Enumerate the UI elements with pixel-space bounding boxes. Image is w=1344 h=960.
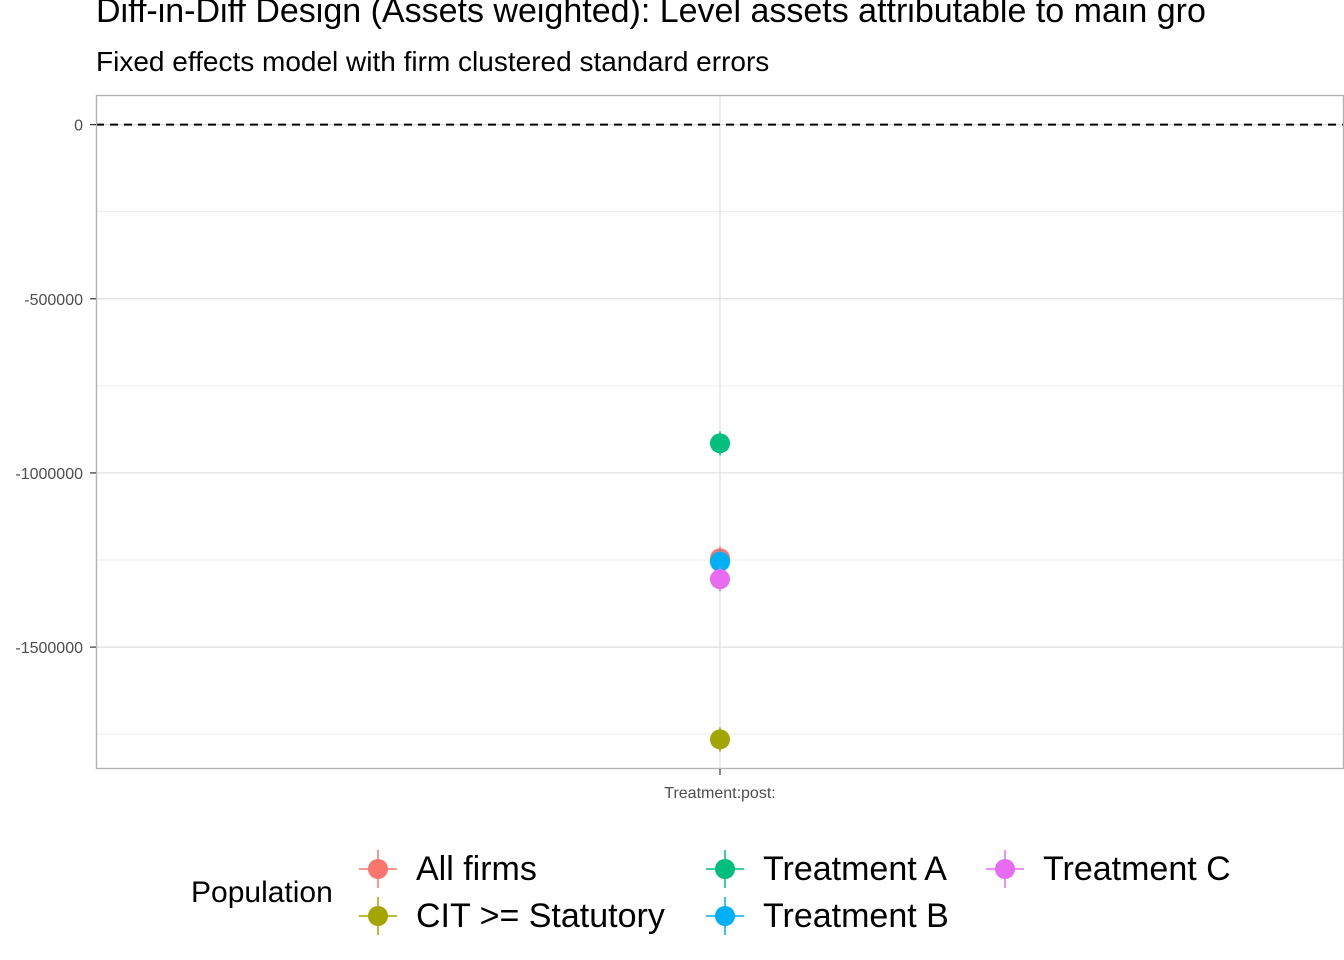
data-point-treatment-a (710, 433, 730, 454)
legend-key-all-firms (359, 850, 397, 888)
legend-label-treatment-a: Treatment A (763, 849, 947, 888)
chart-title: Diff-in-Diff Design (Assets weighted): L… (96, 0, 1206, 30)
y-tick-label: -1500000 (15, 640, 83, 657)
legend-key-treatment-c (986, 850, 1024, 888)
legend-item-treatment-a: Treatment A (705, 849, 947, 889)
legend-item-treatment-b: Treatment B (705, 896, 949, 936)
y-tick-label: -500000 (24, 292, 83, 309)
legend-key-treatment-b (706, 897, 744, 935)
legend-key-dot (715, 906, 735, 926)
data-point-treatment-b (710, 551, 730, 572)
legend-item-all-firms: All firms (358, 849, 537, 889)
data-points (710, 431, 730, 752)
x-axis-ticks: Treatment:post: (664, 769, 776, 802)
legend-key-dot (715, 859, 735, 879)
legend-item-cit-statutory: CIT >= Statutory (358, 896, 665, 936)
legend-label-treatment-b: Treatment B (763, 896, 949, 935)
legend-item-treatment-c: Treatment C (985, 849, 1231, 889)
chart-subtitle: Fixed effects model with firm clustered … (96, 46, 770, 77)
legend-label-all-firms: All firms (416, 849, 537, 888)
y-tick-label: 0 (74, 118, 83, 135)
legend-label-treatment-c: Treatment C (1043, 849, 1231, 888)
y-axis-ticks: 0 -500000 -1000000 -1500000 (15, 118, 96, 657)
y-tick-label: -1000000 (15, 466, 83, 483)
legend-key-dot (368, 906, 388, 926)
x-tick-label: Treatment:post: (664, 785, 775, 802)
legend-title: Population (191, 876, 333, 909)
legend-label-cit-statutory: CIT >= Statutory (416, 896, 665, 935)
legend-key-treatment-a (706, 850, 744, 888)
data-point-treatment-c (710, 569, 730, 590)
legend-key-dot (995, 859, 1015, 879)
legend-key-cit-statutory (359, 897, 397, 935)
data-point-cit-statutory (710, 729, 730, 750)
legend-key-dot (368, 859, 388, 879)
